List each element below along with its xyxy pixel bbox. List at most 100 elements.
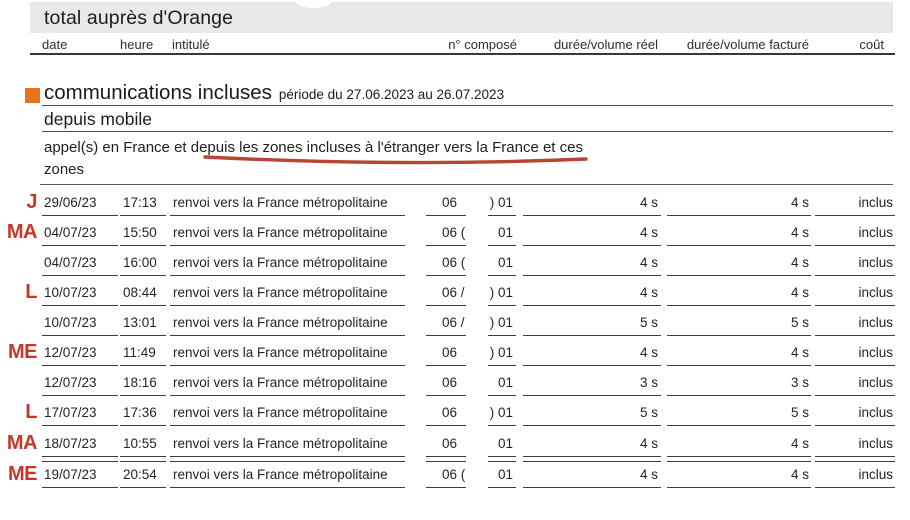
day-annotation: ME — [8, 341, 38, 363]
description-line-2: zones — [44, 161, 85, 178]
cell-heure: 18:16 — [120, 375, 166, 396]
cell-duree-facturee — [667, 441, 811, 462]
cell-duree-reelle: 3 s — [523, 375, 661, 396]
day-annotation: J — [26, 191, 37, 213]
column-header-duree-facturee: durée/volume facturé — [686, 37, 809, 52]
cell-date: 10/07/23 — [42, 315, 118, 336]
table-row: 12/07/23 18:16 renvoi vers la France métro… — [0, 375, 910, 396]
cell-intitule: renvoi vers la France métropolitaine — [170, 436, 405, 457]
cell-intitule: renvoi vers la France métropolitaine — [170, 315, 405, 336]
cell-duree-reelle: 5 s — [523, 405, 661, 426]
title-bar: total auprès d'Orange — [30, 2, 893, 33]
cell-duree-reelle: 4 s — [523, 436, 661, 457]
numero-right-fragment: 01 — [497, 436, 513, 451]
day-annotation — [0, 251, 37, 275]
section-rule-1 — [42, 105, 893, 106]
section-rule-2 — [42, 131, 893, 132]
column-header-intitule: intitulé — [172, 37, 210, 52]
column-header-heure: heure — [120, 37, 154, 52]
table-row: MA 04/07/23 15:50 renvoi vers la France mét… — [0, 221, 910, 246]
numero-left-fragment: 06 — [442, 375, 458, 390]
description-line-1: appel(s) en France et depuis les zones i… — [44, 139, 583, 156]
table-row: 10/07/23 13:01 renvoi vers la France métro… — [0, 315, 910, 336]
cell-duree-reelle: 4 s — [523, 467, 661, 488]
cell-date — [42, 441, 118, 462]
cell-duree-facturee: 3 s — [667, 375, 811, 396]
cell-duree-reelle: 5 s — [523, 315, 661, 336]
cell-date: 18/07/23 — [42, 436, 118, 457]
cell-cout: inclus — [815, 375, 895, 396]
section-rule-3 — [40, 184, 893, 185]
cell-cout: inclus — [815, 345, 895, 366]
section-title: communications incluses — [44, 81, 272, 104]
numero-left-fragment: 06 — [442, 345, 458, 360]
cell-duree-reelle — [523, 441, 661, 462]
numero-right-fragment: ) 01 — [489, 195, 513, 210]
day-annotation: MA — [6, 432, 38, 454]
cell-cout: inclus — [815, 436, 895, 457]
cell-cout: inclus — [815, 225, 895, 246]
column-header-numero: n° composé — [448, 37, 517, 52]
numero-right-fragment: 01 — [497, 225, 513, 240]
day-annotation: ME — [8, 463, 38, 485]
header-rule — [30, 53, 895, 55]
day-annotation: MA — [6, 221, 38, 243]
cell-cout: inclus — [815, 405, 895, 426]
cell-duree-facturee: 4 s — [667, 195, 811, 216]
column-header-duree-reelle: durée/volume réel — [553, 37, 658, 52]
cell-duree-reelle: 4 s — [523, 225, 661, 246]
cell-heure: 15:50 — [120, 225, 166, 246]
cell-intitule: renvoi vers la France métropolitaine — [170, 375, 405, 396]
numero-right-fragment: ) 01 — [489, 345, 513, 360]
cell-duree-facturee: 4 s — [667, 467, 811, 488]
cell-intitule: renvoi vers la France métropolitaine — [170, 285, 405, 306]
cell-heure — [120, 441, 166, 462]
cell-intitule: renvoi vers la France métropolitaine — [170, 345, 405, 366]
table-row: ME 12/07/23 11:49 renvoi vers la France mét… — [0, 341, 910, 366]
cell-date: 04/07/23 — [42, 255, 118, 276]
day-annotation — [0, 311, 37, 335]
cell-date: 17/07/23 — [42, 405, 118, 426]
table-row: MA 18/07/23 10:55 renvoi vers la France mét… — [0, 432, 910, 457]
cell-cout: inclus — [815, 195, 895, 216]
day-annotation — [0, 371, 37, 395]
cell-intitule: renvoi vers la France métropolitaine — [170, 255, 405, 276]
cell-date: 10/07/23 — [42, 285, 118, 306]
subsection-title: depuis mobile — [44, 109, 152, 129]
cell-heure: 16:00 — [120, 255, 166, 276]
cell-cout: inclus — [815, 255, 895, 276]
cell-date: 12/07/23 — [42, 345, 118, 366]
cell-date: 19/07/23 — [42, 467, 118, 488]
cell-duree-facturee: 5 s — [667, 405, 811, 426]
top-white-notch — [295, 0, 333, 8]
cell-intitule — [170, 441, 405, 462]
cell-duree-facturee: 4 s — [667, 255, 811, 276]
cell-duree-reelle: 4 s — [523, 255, 661, 276]
cell-duree-reelle: 4 s — [523, 285, 661, 306]
numero-left-fragment: 06 ( — [442, 255, 466, 270]
cell-duree-reelle: 4 s — [523, 195, 661, 216]
table-row: 04/07/23 16:00 renvoi vers la France métro… — [0, 255, 910, 276]
section-bullet-square — [25, 88, 40, 103]
cell-duree-facturee: 4 s — [667, 225, 811, 246]
redaction-box — [466, 188, 488, 493]
numero-right-fragment: 01 — [497, 255, 513, 270]
table-row: L 10/07/23 08:44 renvoi vers la France métr… — [0, 281, 910, 306]
column-header-date: date — [42, 37, 68, 52]
cell-duree-facturee: 4 s — [667, 285, 811, 306]
table-row: ME 19/07/23 20:54 renvoi vers la France mét… — [0, 463, 910, 488]
numero-right-fragment: ) 01 — [489, 315, 513, 330]
cell-heure: 08:44 — [120, 285, 166, 306]
numero-left-fragment: 06 — [442, 405, 458, 420]
table-row-masked — [0, 441, 910, 462]
column-header-cout: coût — [859, 37, 884, 52]
numero-right-fragment: ) 01 — [489, 405, 513, 420]
cell-cout: inclus — [815, 315, 895, 336]
cell-intitule: renvoi vers la France métropolitaine — [170, 225, 405, 246]
cell-heure: 13:01 — [120, 315, 166, 336]
cell-duree-facturee: 4 s — [667, 436, 811, 457]
numero-left-fragment: 06 / — [442, 315, 465, 330]
cell-duree-facturee: 5 s — [667, 315, 811, 336]
cell-cout: inclus — [815, 467, 895, 488]
section-title-line: communications incluses période du 27.06.… — [44, 81, 504, 105]
